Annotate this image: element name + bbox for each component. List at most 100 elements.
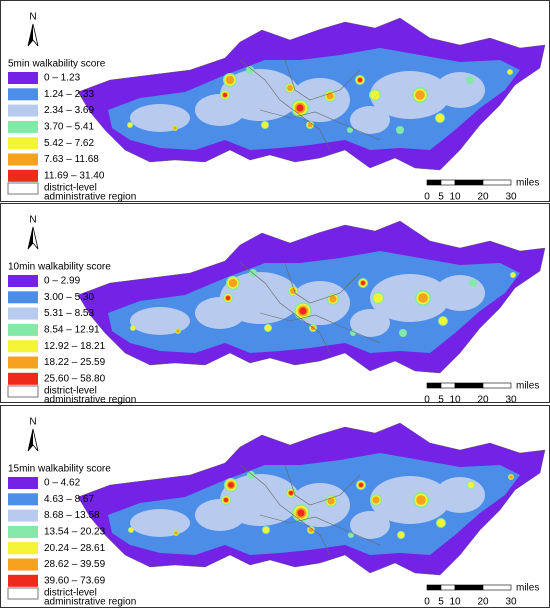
legend-swatch <box>8 372 38 385</box>
legend-label: 0 – 4.62 <box>44 478 81 489</box>
region-light <box>130 104 190 132</box>
hotspot <box>176 329 180 333</box>
region-light <box>130 509 190 537</box>
hotspot <box>358 78 362 82</box>
district-boundary <box>239 262 331 354</box>
legend-title: 15min walkability score <box>8 464 111 475</box>
scale-label: 30 <box>505 192 517 203</box>
hotspot <box>373 293 383 303</box>
legend-swatch <box>8 525 38 538</box>
map-panel: N 15min walkability score 0 – 4.62 4.63 – 8… <box>0 405 550 608</box>
legend-swatch <box>8 493 38 506</box>
legend-swatch <box>8 477 38 489</box>
scale-label: 10 <box>449 597 461 608</box>
region-light <box>350 309 390 337</box>
hotspot <box>466 76 474 84</box>
legend-label: 13.54 – 20.23 <box>44 527 106 538</box>
legend-label: administrative region <box>44 395 136 406</box>
scale-segment <box>426 179 442 186</box>
north-arrow-fill <box>28 429 33 451</box>
legend-label: 11.69 – 31.40 <box>44 170 105 181</box>
legend-label: 8.54 – 12.91 <box>44 325 100 336</box>
scale-segment <box>482 382 512 389</box>
region-light <box>370 71 450 119</box>
scale-label: 0 <box>424 395 430 406</box>
district-boundary <box>239 59 331 151</box>
hotspot <box>289 491 293 495</box>
scale-label: 10 <box>449 395 461 406</box>
hotspot <box>350 330 356 336</box>
legend-title: 10min walkability score <box>8 262 111 273</box>
legend-label: 0 – 1.23 <box>44 73 81 84</box>
scale-label: 5 <box>438 192 444 203</box>
north-arrow-fill <box>28 24 33 46</box>
north-arrow-fill <box>28 227 33 249</box>
hotspot <box>359 483 363 487</box>
legend-label: 2.34 – 3.69 <box>44 105 94 116</box>
hotspot <box>290 288 296 294</box>
hotspot <box>264 324 272 332</box>
region-light <box>350 511 390 539</box>
hotspot <box>228 278 238 288</box>
region-light <box>370 274 450 322</box>
hotspot <box>510 272 516 278</box>
legend-label: 4.63 – 8.67 <box>44 494 94 505</box>
legend-swatch <box>8 307 38 320</box>
hotspot <box>225 75 235 85</box>
map <box>77 422 546 576</box>
legend-swatch <box>8 323 38 336</box>
legend-label: 7.63 – 11.68 <box>44 154 99 165</box>
map <box>77 220 546 374</box>
hotspot <box>439 317 447 325</box>
scale-label: 20 <box>477 395 489 406</box>
legend-swatch <box>8 574 38 587</box>
north-label: N <box>29 12 36 23</box>
hotspot <box>437 519 445 527</box>
district-boundary <box>259 109 381 141</box>
scale-label: 20 <box>477 192 489 203</box>
hotspot <box>372 496 380 504</box>
scale-label: 0 <box>424 192 430 203</box>
legend-swatch <box>8 72 38 84</box>
district-boundary <box>259 514 381 546</box>
legend-swatch-boundary <box>7 385 39 398</box>
hotspot <box>223 93 227 97</box>
map <box>77 17 546 171</box>
district-boundary <box>284 59 361 101</box>
legend-label: 28.62 – 39.59 <box>44 559 106 570</box>
legend-swatch <box>8 356 38 369</box>
hotspot <box>226 296 230 300</box>
legend-label: 5.42 – 7.62 <box>44 138 94 149</box>
hotspot <box>397 531 405 539</box>
hotspot <box>247 471 255 479</box>
hotspot <box>174 531 178 535</box>
hotspot <box>436 114 444 122</box>
scale-segment <box>482 584 512 591</box>
legend-swatch <box>8 542 38 555</box>
legend-label: 12.92 – 18.21 <box>44 341 106 352</box>
scale-label: 10 <box>449 192 461 203</box>
district-boundary <box>259 312 381 344</box>
scale-segment <box>440 382 456 389</box>
region-light <box>350 106 390 134</box>
scale-segment <box>426 584 442 591</box>
scale-segment <box>426 382 442 389</box>
hotspot <box>128 527 134 533</box>
hotspot <box>228 482 234 488</box>
hotspot <box>509 475 513 479</box>
map-panel: N 10min walkability score 0 – 2.99 3.00 – 5… <box>0 203 550 406</box>
legend-label: 3.70 – 5.41 <box>44 122 94 133</box>
hotspot <box>296 104 304 112</box>
hotspot <box>262 526 270 534</box>
scale-label: 20 <box>477 597 489 608</box>
legend-label: administrative region <box>44 597 136 608</box>
north-label: N <box>29 417 36 428</box>
legend-label: 1.24 – 2.33 <box>44 89 94 100</box>
hotspot <box>307 122 313 128</box>
legend-swatch <box>8 153 38 166</box>
region-light <box>435 275 485 311</box>
legend-swatch <box>8 275 38 287</box>
legend-label: district-level <box>44 588 97 599</box>
hotspot <box>130 325 136 331</box>
legend-swatch <box>8 120 38 133</box>
